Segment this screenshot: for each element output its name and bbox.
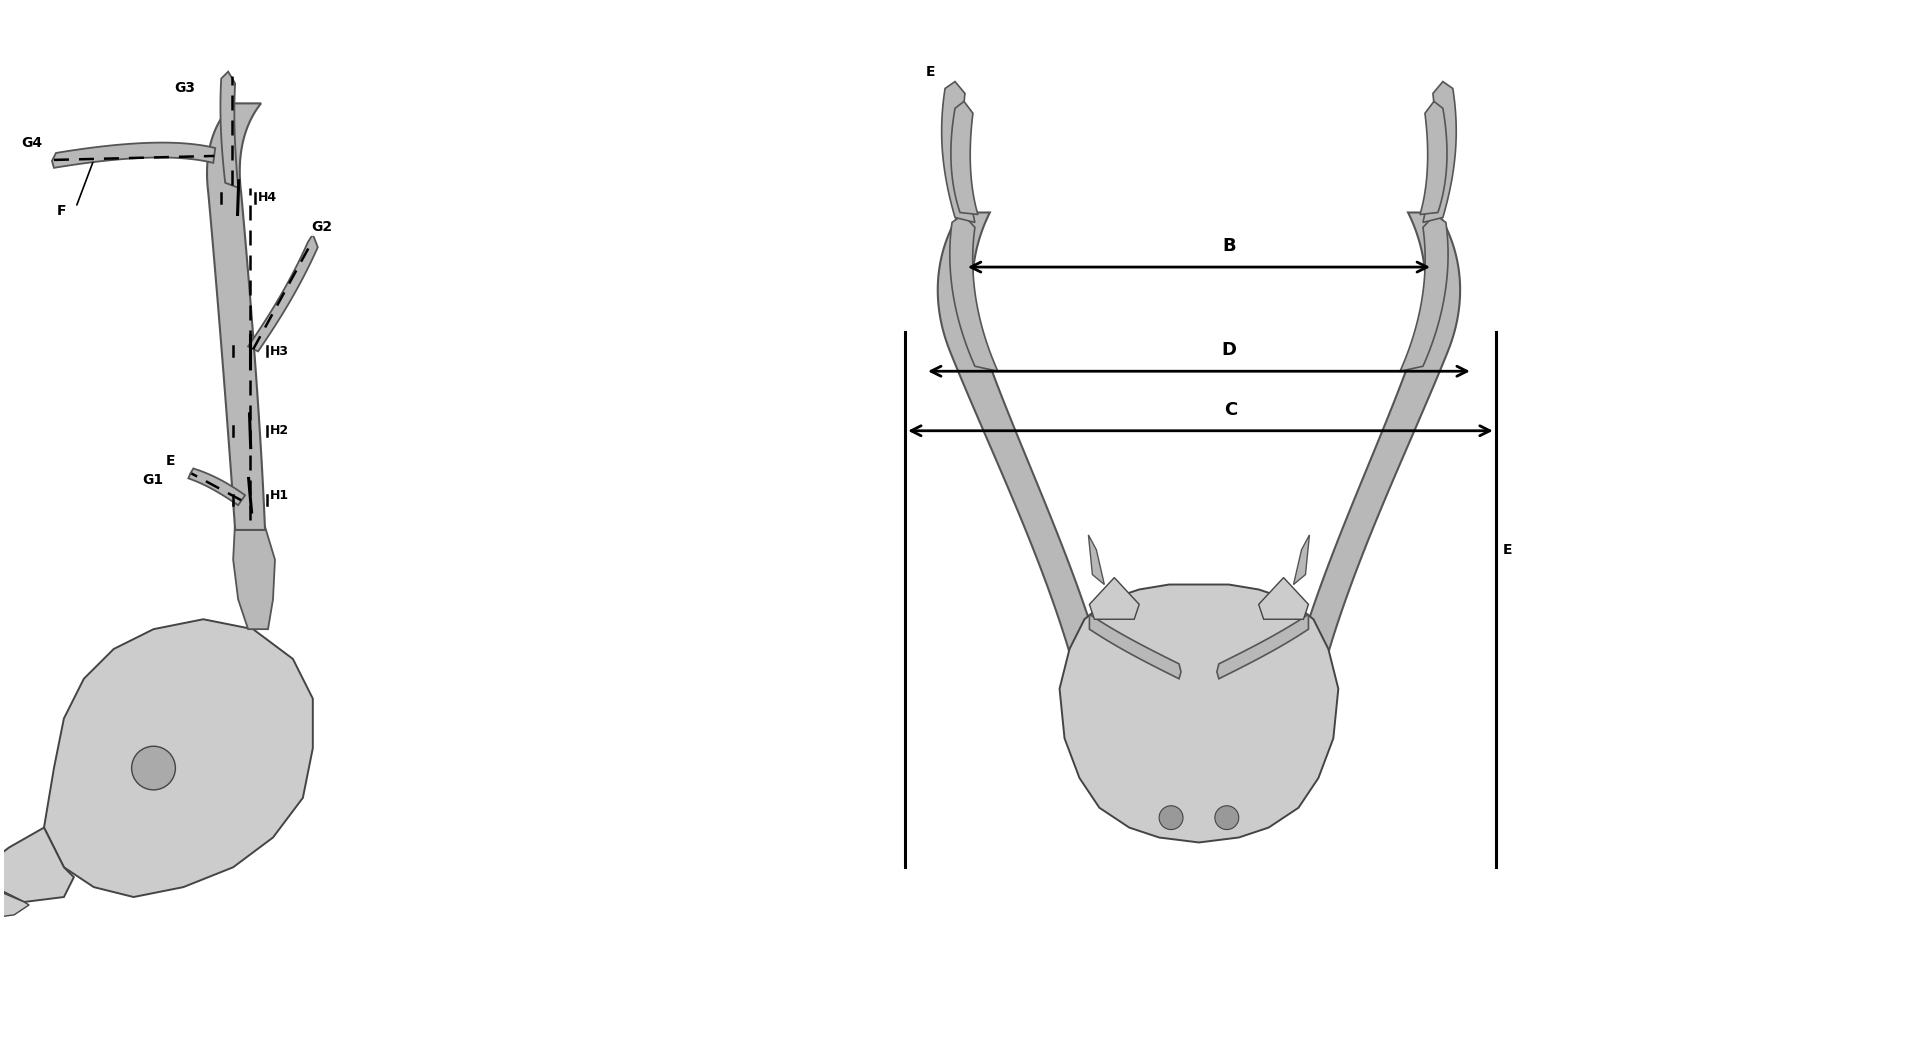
- Text: G4: G4: [21, 136, 42, 150]
- Polygon shape: [1088, 534, 1104, 585]
- Polygon shape: [1423, 82, 1456, 223]
- Polygon shape: [44, 620, 314, 897]
- Polygon shape: [52, 143, 216, 168]
- Text: G3: G3: [174, 82, 195, 96]
- Text: E: E: [1502, 543, 1511, 556]
- Polygon shape: [1419, 102, 1446, 214]
- Polygon shape: [1259, 578, 1308, 619]
- Polygon shape: [941, 82, 976, 223]
- Polygon shape: [249, 234, 318, 352]
- Polygon shape: [1289, 212, 1460, 689]
- Text: H2: H2: [270, 424, 289, 437]
- Text: E: E: [926, 65, 935, 79]
- Text: D: D: [1220, 341, 1236, 359]
- Polygon shape: [937, 212, 1110, 689]
- Circle shape: [132, 747, 176, 790]
- Text: E: E: [166, 454, 176, 467]
- Text: G1: G1: [142, 474, 163, 487]
- Text: H3: H3: [270, 344, 289, 358]
- Text: H4: H4: [258, 191, 277, 204]
- Polygon shape: [1217, 614, 1308, 678]
- Polygon shape: [1088, 614, 1180, 678]
- Polygon shape: [1293, 534, 1310, 585]
- Text: C: C: [1224, 401, 1238, 419]
- Polygon shape: [0, 827, 75, 902]
- Text: F: F: [55, 204, 65, 217]
- Polygon shape: [233, 520, 275, 629]
- Polygon shape: [951, 102, 978, 214]
- Text: H1: H1: [270, 488, 289, 502]
- Polygon shape: [187, 468, 245, 505]
- Polygon shape: [207, 103, 266, 530]
- Polygon shape: [1060, 585, 1339, 842]
- Polygon shape: [0, 887, 29, 919]
- Text: B: B: [1222, 237, 1236, 255]
- Polygon shape: [951, 214, 999, 372]
- Text: G2: G2: [310, 220, 333, 234]
- Circle shape: [1215, 805, 1240, 830]
- Polygon shape: [1088, 578, 1140, 619]
- Polygon shape: [1400, 214, 1448, 372]
- Circle shape: [1159, 805, 1182, 830]
- Polygon shape: [220, 71, 237, 188]
